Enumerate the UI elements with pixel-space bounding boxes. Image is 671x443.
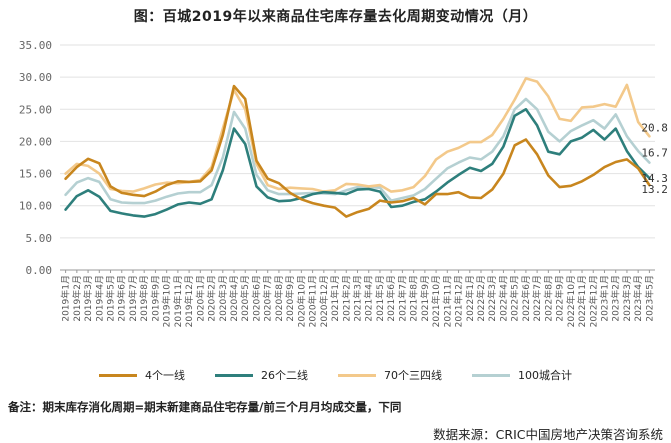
x-tick-label: 2020年4月 (228, 275, 240, 322)
y-tick-label: 0.00 (26, 264, 53, 277)
x-tick-label: 2021年7月 (396, 275, 408, 322)
end-labels: 20.8 16.7 14.313.2 (641, 121, 668, 196)
x-tick-label: 2019年5月 (105, 275, 117, 322)
x-tick-label: 2022年7月 (531, 275, 543, 322)
x-tick-label: 2022年9月 (554, 275, 566, 322)
legend-item: 70个三四线 (338, 367, 442, 383)
x-tick-label: 2020年8月 (273, 275, 285, 322)
x-tick-label: 2021年2月 (340, 275, 352, 322)
end-label: 16.7 (641, 147, 668, 160)
x-tick-label: 2019年3月 (82, 275, 94, 322)
end-label: 13.2 (641, 183, 668, 196)
series-line-1 (64, 108, 651, 218)
legend-label: 26个二线 (261, 369, 308, 382)
y-tick-label: 30.00 (19, 71, 52, 84)
x-tick-label: 2019年10月 (161, 275, 173, 327)
x-tick-label: 2021年8月 (408, 275, 420, 322)
legend-swatch (99, 373, 137, 377)
x-tick-label: 2021年1月 (329, 275, 341, 322)
x-tick-label: 2022年10月 (565, 275, 577, 327)
x-tick-label: 2020年12月 (318, 275, 330, 327)
x-tick-label: 2022年6月 (520, 275, 532, 322)
x-tick-label: 2023年2月 (610, 275, 622, 322)
x-tick-label: 2022年1月 (464, 275, 476, 322)
x-tick-label: 2019年8月 (138, 275, 150, 322)
x-tick-label: 2021年5月 (374, 275, 386, 322)
legend-swatch (215, 373, 253, 377)
data-source: 数据来源：CRIC中国房地产决策咨询系统 (433, 427, 663, 442)
x-tick-label: 2022年11月 (576, 275, 588, 327)
legend-label: 70个三四线 (384, 369, 442, 382)
x-tick-label: 2019年7月 (127, 275, 139, 322)
x-tick-label: 2019年6月 (116, 275, 128, 322)
end-label: 14.3 (641, 172, 668, 185)
x-tick-label: 2021年9月 (419, 275, 431, 322)
legend-item: 100城合计 (472, 367, 572, 383)
x-tick-label: 2023年5月 (643, 275, 655, 322)
x-tick-label: 2019年2月 (71, 275, 83, 322)
legend-label: 100城合计 (518, 369, 572, 382)
x-tick-label: 2023年4月 (632, 275, 644, 322)
x-tick-label: 2021年4月 (363, 275, 375, 322)
x-tick-label: 2020年5月 (239, 275, 251, 322)
y-tick-label: 5.00 (26, 232, 53, 245)
end-label: 20.8 (641, 121, 668, 134)
x-tick-label: 2023年1月 (598, 275, 610, 322)
x-tick-label: 2021年10月 (430, 275, 442, 327)
x-tick-label: 2022年5月 (509, 275, 521, 322)
x-axis-ticks: 2019年1月 2019年2月 2019年3月 2019年4月 2019年5月 2019年… (60, 270, 655, 327)
legend: 4个一线 26个二线 70个三四线 100城合计 (0, 367, 671, 383)
x-tick-label: 2022年4月 (497, 275, 509, 322)
y-axis-ticks: 0.00 5.00 10.00 15.00 20.00 25.00 30.00 35.00 (19, 39, 52, 277)
x-tick-label: 2019年9月 (149, 275, 161, 322)
x-tick-label: 2020年9月 (284, 275, 296, 322)
legend-item: 4个一线 (99, 367, 185, 383)
x-tick-label: 2020年11月 (307, 275, 319, 327)
x-tick-label: 2019年4月 (93, 275, 105, 322)
x-tick-label: 2021年3月 (352, 275, 364, 322)
x-tick-label: 2020年3月 (217, 275, 229, 322)
x-tick-label: 2021年11月 (441, 275, 453, 327)
line-chart: 0.00 5.00 10.00 15.00 20.00 25.00 30.00 35.00 2… (19, 39, 668, 327)
legend-swatch (338, 373, 376, 377)
x-tick-label: 2019年11月 (172, 275, 184, 327)
series-line-3 (64, 97, 651, 205)
x-tick-label: 2020年1月 (194, 275, 206, 322)
series-lines (64, 77, 651, 218)
x-tick-label: 2020年2月 (206, 275, 218, 322)
x-tick-label: 2022年2月 (475, 275, 487, 322)
x-tick-label: 2019年12月 (183, 275, 195, 327)
x-tick-label: 2022年3月 (486, 275, 498, 322)
y-tick-label: 15.00 (19, 168, 52, 181)
legend-swatch (472, 373, 510, 377)
x-tick-label: 2020年6月 (250, 275, 262, 322)
series-line-2 (64, 77, 651, 193)
x-tick-label: 2022年8月 (542, 275, 554, 322)
legend-item: 26个二线 (215, 367, 308, 383)
y-tick-label: 25.00 (19, 103, 52, 116)
legend-label: 4个一线 (145, 369, 185, 382)
x-tick-label: 2020年10月 (295, 275, 307, 327)
gridlines (60, 44, 655, 271)
x-tick-label: 2021年12月 (453, 275, 465, 327)
chart-title: 图：百城2019年以来商品住宅库存量去化周期变动情况（月） (133, 9, 538, 25)
footnote: 备注：期末库存消化周期=期末新建商品住宅存量/前三个月月均成交量，下同 (8, 400, 402, 414)
series-line-0 (64, 84, 651, 218)
x-tick-label: 2020年7月 (262, 275, 274, 322)
y-tick-label: 10.00 (19, 200, 52, 213)
y-tick-label: 20.00 (19, 135, 52, 148)
x-tick-label: 2022年12月 (587, 275, 599, 327)
y-tick-label: 35.00 (19, 39, 52, 52)
x-tick-label: 2021年6月 (385, 275, 397, 322)
x-tick-label: 2019年1月 (60, 275, 72, 322)
x-tick-label: 2023年3月 (621, 275, 633, 322)
